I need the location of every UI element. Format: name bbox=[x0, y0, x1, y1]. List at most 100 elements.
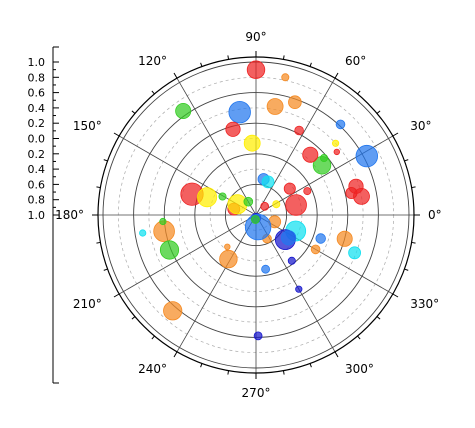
bubble-point bbox=[287, 256, 296, 265]
angular-tick bbox=[151, 90, 155, 95]
angular-tick bbox=[357, 90, 361, 95]
radial-tick-label: 0.8 bbox=[28, 71, 46, 84]
bubble-point bbox=[260, 201, 270, 211]
bubble-point bbox=[218, 192, 227, 201]
angle-label: 210° bbox=[73, 297, 102, 311]
bubble-point bbox=[253, 331, 263, 341]
angle-label: 270° bbox=[242, 386, 271, 400]
angular-tick bbox=[392, 132, 399, 137]
bubble-point bbox=[228, 100, 251, 124]
bubble-point bbox=[333, 148, 340, 156]
angular-tick bbox=[227, 370, 230, 375]
angular-tick bbox=[131, 110, 136, 114]
spoke-line bbox=[118, 214, 257, 295]
radial-tick-label: 0.4 bbox=[28, 163, 46, 176]
bubble-point bbox=[312, 156, 332, 175]
outer-ring bbox=[92, 51, 420, 379]
spoke-line bbox=[176, 77, 257, 216]
bubble-point bbox=[331, 139, 340, 147]
angle-label: 180° bbox=[55, 208, 84, 222]
angle-label: 330° bbox=[410, 297, 439, 311]
bubble-point bbox=[261, 175, 275, 189]
bubble-point bbox=[302, 146, 319, 163]
angular-tick bbox=[309, 62, 312, 67]
bubble-point bbox=[315, 233, 326, 244]
bubble-point bbox=[243, 196, 254, 207]
angular-tick bbox=[113, 132, 120, 137]
bubble-point bbox=[355, 144, 379, 168]
angular-tick bbox=[404, 268, 409, 271]
angular-tick bbox=[173, 351, 178, 358]
angular-tick bbox=[200, 62, 203, 67]
spoke-line bbox=[176, 214, 257, 353]
radial-tick-label: 0.4 bbox=[28, 102, 46, 115]
angular-tick bbox=[96, 241, 101, 244]
bubble-point bbox=[280, 230, 297, 246]
bubble-point bbox=[348, 246, 362, 260]
bubble-point bbox=[294, 125, 304, 136]
angular-tick bbox=[334, 351, 339, 358]
bubble-point bbox=[336, 230, 353, 247]
radial-tick-label: 0.2 bbox=[28, 148, 46, 161]
angle-label: 300° bbox=[345, 362, 374, 376]
angular-tick bbox=[392, 293, 399, 298]
angular-tick bbox=[376, 316, 381, 320]
spoke-line bbox=[255, 214, 394, 295]
bubble-point bbox=[283, 182, 296, 195]
radial-tick-label: 0.6 bbox=[28, 87, 46, 100]
bubble-point bbox=[335, 119, 346, 130]
bubble-point bbox=[139, 229, 147, 237]
angular-tick bbox=[200, 363, 203, 368]
bubble-point bbox=[303, 187, 312, 196]
angular-tick bbox=[282, 370, 285, 375]
angle-label: 90° bbox=[245, 30, 266, 44]
bubble-point bbox=[227, 194, 248, 215]
angular-tick bbox=[151, 335, 155, 340]
bubble-layer bbox=[139, 60, 379, 341]
angular-tick bbox=[334, 72, 339, 79]
radial-axis: 1.0 0.8 0.6 0.4 0.2 0.0 0.2 0.4 0.6 0.8 1.0 bbox=[28, 46, 59, 384]
bubble-point bbox=[159, 240, 180, 260]
angular-tick bbox=[113, 293, 120, 298]
angle-label: 150° bbox=[73, 119, 102, 133]
angular-tick bbox=[411, 186, 416, 189]
bubble-point bbox=[250, 215, 260, 224]
angle-label: 0° bbox=[428, 208, 442, 222]
bubble-point bbox=[225, 121, 241, 137]
angular-tick bbox=[411, 241, 416, 244]
bubble-point bbox=[224, 243, 231, 250]
radial-tick-label: 0.6 bbox=[28, 178, 46, 191]
angular-tick bbox=[309, 363, 312, 368]
angular-tick bbox=[103, 268, 108, 271]
angle-label: 60° bbox=[345, 54, 366, 68]
angular-tick bbox=[357, 335, 361, 340]
radial-tick-label: 0.0 bbox=[28, 133, 46, 146]
bubble-point bbox=[261, 264, 271, 274]
angular-tick bbox=[376, 110, 381, 114]
angular-tick bbox=[227, 55, 230, 60]
bubble-point bbox=[281, 73, 290, 82]
angular-tick bbox=[96, 186, 101, 189]
angular-tick bbox=[103, 159, 108, 162]
spoke-line bbox=[255, 77, 336, 216]
angular-axis-labels: 0° 30° 60° 90° 120° 150° 180° 210° 240° 270° 300° 3… bbox=[55, 30, 442, 400]
bubble-point bbox=[266, 98, 284, 115]
bubble-point bbox=[295, 285, 303, 293]
radial-tick-label: 0.2 bbox=[28, 117, 46, 130]
bubble-point bbox=[288, 95, 302, 109]
angular-tick bbox=[404, 159, 409, 162]
radial-tick-label: 0.8 bbox=[28, 194, 46, 207]
bubble-point bbox=[285, 194, 307, 216]
bubble-point bbox=[163, 301, 183, 321]
angular-tick bbox=[282, 55, 285, 60]
bubble-point bbox=[345, 186, 358, 199]
bubble-point bbox=[272, 200, 281, 209]
bubble-point bbox=[159, 217, 167, 226]
radial-tick-label: 1.0 bbox=[28, 209, 46, 222]
radial-tick-label: 1.0 bbox=[28, 56, 46, 69]
bubble-point bbox=[246, 60, 266, 79]
angular-tick bbox=[173, 72, 178, 79]
bubble-point bbox=[219, 249, 238, 269]
